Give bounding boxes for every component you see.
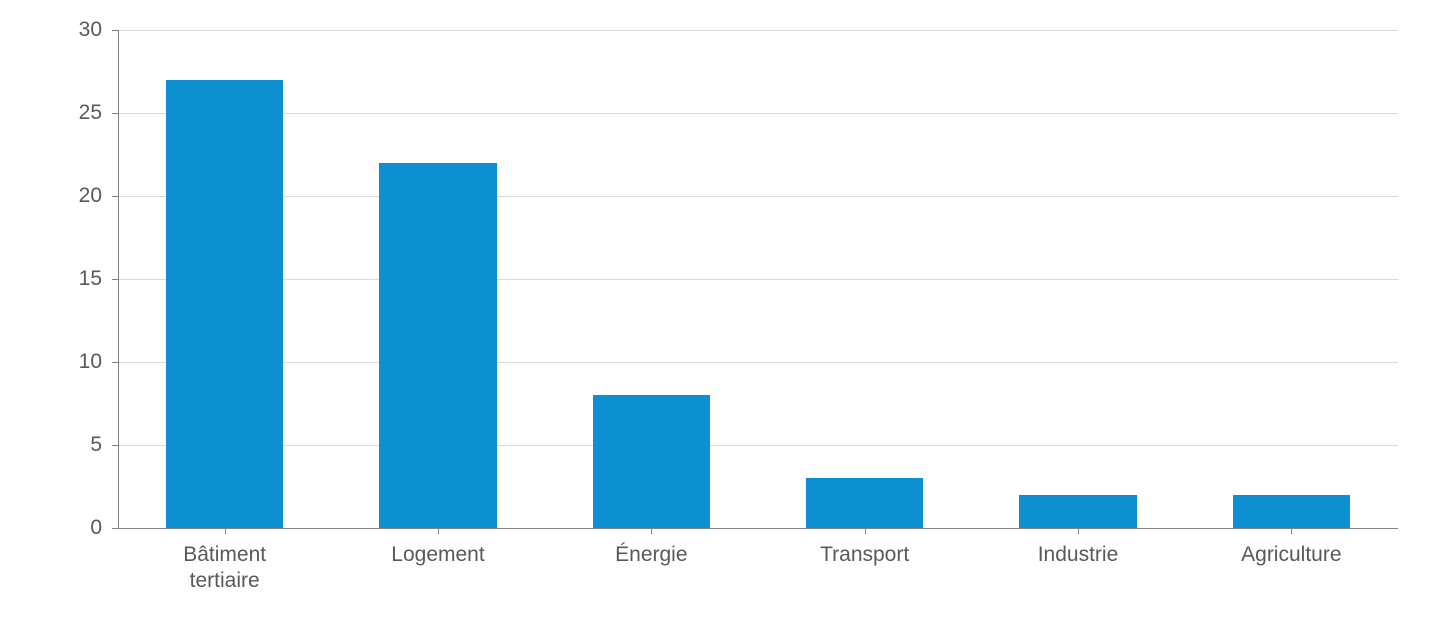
bar-chart: 0 5 10 15 20 25 30 Bâtiment tertiaireLogementÉn… [0, 0, 1429, 642]
bar [1233, 495, 1350, 528]
bar [806, 478, 923, 528]
gridline [118, 279, 1398, 280]
x-tick-mark [1078, 528, 1079, 534]
x-tick-label: Industrie [971, 542, 1184, 568]
gridline [118, 196, 1398, 197]
x-tick-label: Bâtiment tertiaire [118, 542, 331, 595]
y-tick-label: 0 [0, 516, 102, 540]
x-tick-mark [225, 528, 226, 534]
x-tick-mark [438, 528, 439, 534]
gridline [118, 445, 1398, 446]
x-tick-mark [651, 528, 652, 534]
y-tick-label: 20 [0, 184, 102, 208]
x-tick-label: Logement [331, 542, 544, 568]
x-tick-label: Énergie [545, 542, 758, 568]
x-tick-label: Transport [758, 542, 971, 568]
y-axis-line [118, 30, 119, 528]
x-tick-mark [1291, 528, 1292, 534]
y-tick-label: 25 [0, 101, 102, 125]
y-tick-label: 15 [0, 267, 102, 291]
gridline [118, 362, 1398, 363]
plot-area [118, 30, 1398, 528]
bar [1019, 495, 1136, 528]
gridline [118, 113, 1398, 114]
x-tick-mark [865, 528, 866, 534]
x-axis-line [118, 528, 1398, 529]
y-tick-label: 10 [0, 350, 102, 374]
y-tick-label: 30 [0, 18, 102, 42]
gridline [118, 30, 1398, 31]
bar [166, 80, 283, 528]
x-tick-label: Agriculture [1185, 542, 1398, 568]
y-tick-label: 5 [0, 433, 102, 457]
bar [379, 163, 496, 528]
bar [593, 395, 710, 528]
